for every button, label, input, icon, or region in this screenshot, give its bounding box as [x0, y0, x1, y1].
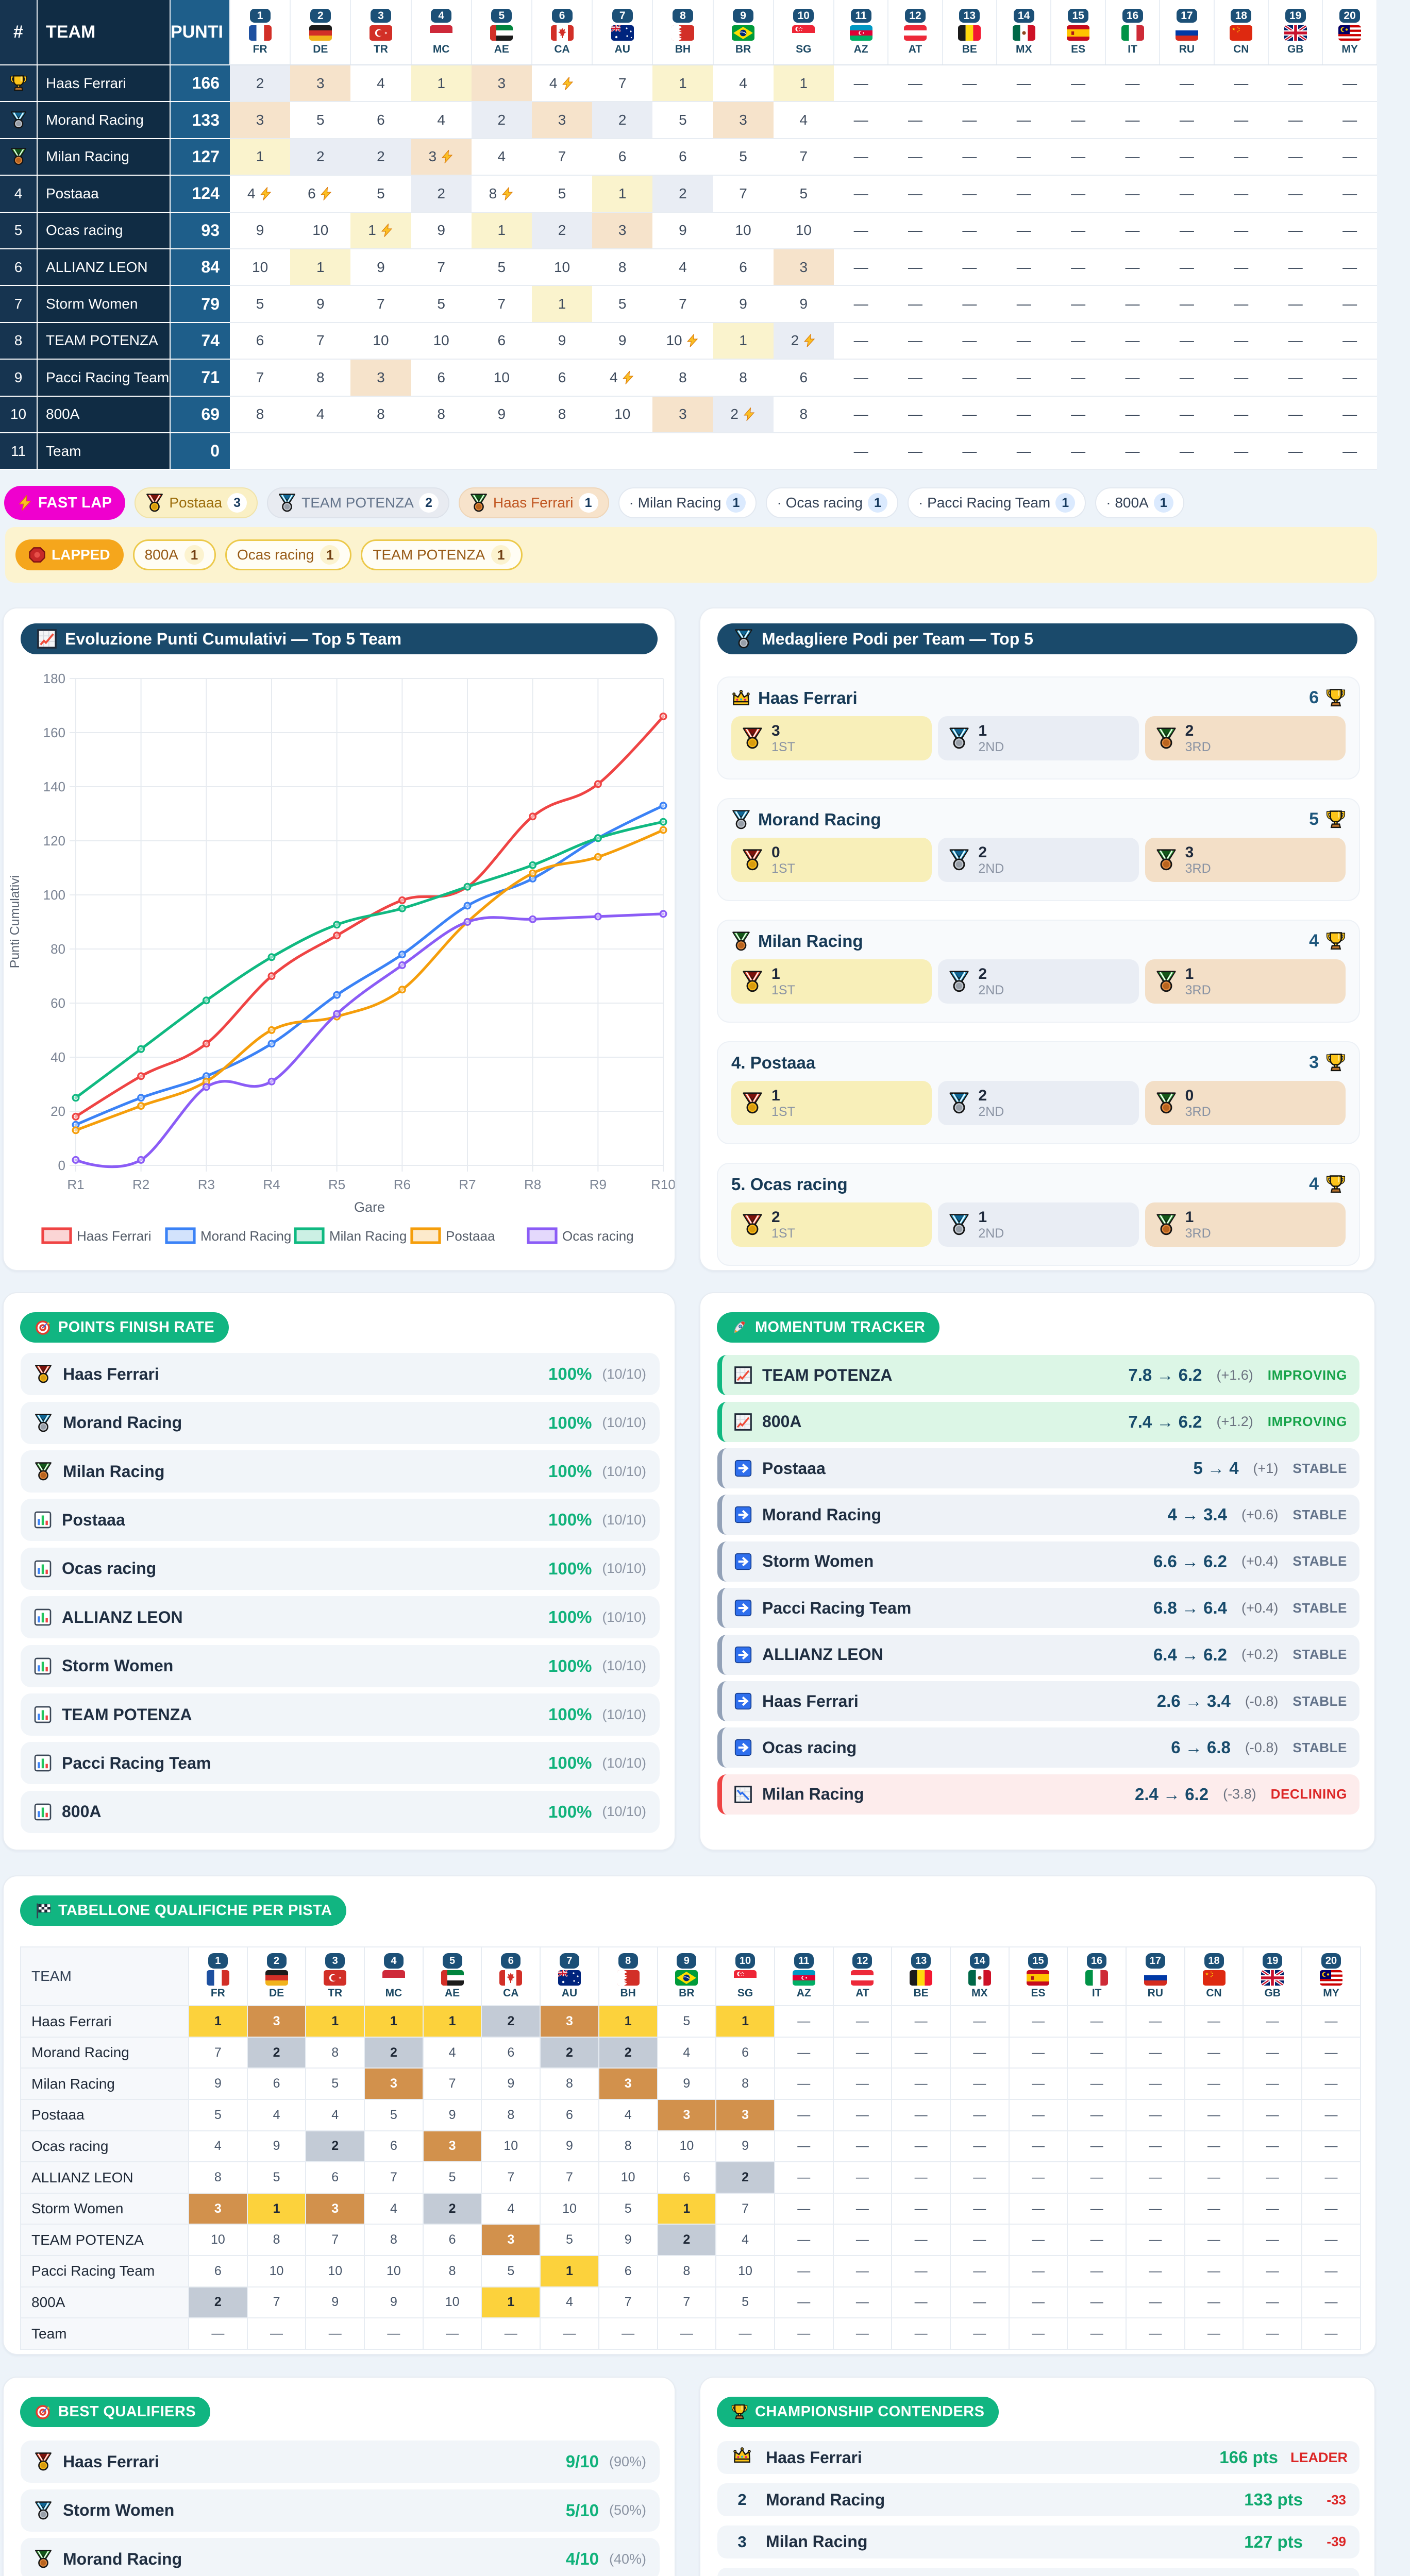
svg-text:R9: R9 [590, 1177, 607, 1192]
svg-text:Ocas racing: Ocas racing [562, 1228, 634, 1244]
svg-text:100: 100 [43, 887, 65, 903]
svg-text:Morand Racing: Morand Racing [200, 1228, 291, 1244]
svg-text:Postaaa: Postaaa [446, 1228, 495, 1244]
svg-text:Haas Ferrari: Haas Ferrari [77, 1228, 151, 1244]
svg-text:0: 0 [58, 1158, 65, 1173]
svg-text:R3: R3 [198, 1177, 215, 1192]
svg-text:Milan Racing: Milan Racing [329, 1228, 407, 1244]
svg-text:R7: R7 [459, 1177, 476, 1192]
svg-text:80: 80 [51, 941, 65, 957]
svg-text:180: 180 [43, 671, 65, 686]
svg-text:60: 60 [51, 995, 65, 1011]
svg-text:Gare: Gare [354, 1199, 385, 1215]
svg-text:40: 40 [51, 1049, 65, 1065]
svg-text:R4: R4 [263, 1177, 280, 1192]
svg-text:R8: R8 [524, 1177, 541, 1192]
svg-text:Punti Cumulativi: Punti Cumulativi [8, 875, 22, 969]
svg-text:160: 160 [43, 725, 65, 740]
svg-text:R5: R5 [328, 1177, 345, 1192]
svg-text:140: 140 [43, 779, 65, 794]
svg-text:20: 20 [51, 1104, 65, 1119]
svg-text:R2: R2 [132, 1177, 149, 1192]
svg-text:R1: R1 [67, 1177, 84, 1192]
svg-text:R10: R10 [651, 1177, 675, 1192]
svg-text:R6: R6 [394, 1177, 411, 1192]
svg-text:120: 120 [43, 833, 65, 849]
